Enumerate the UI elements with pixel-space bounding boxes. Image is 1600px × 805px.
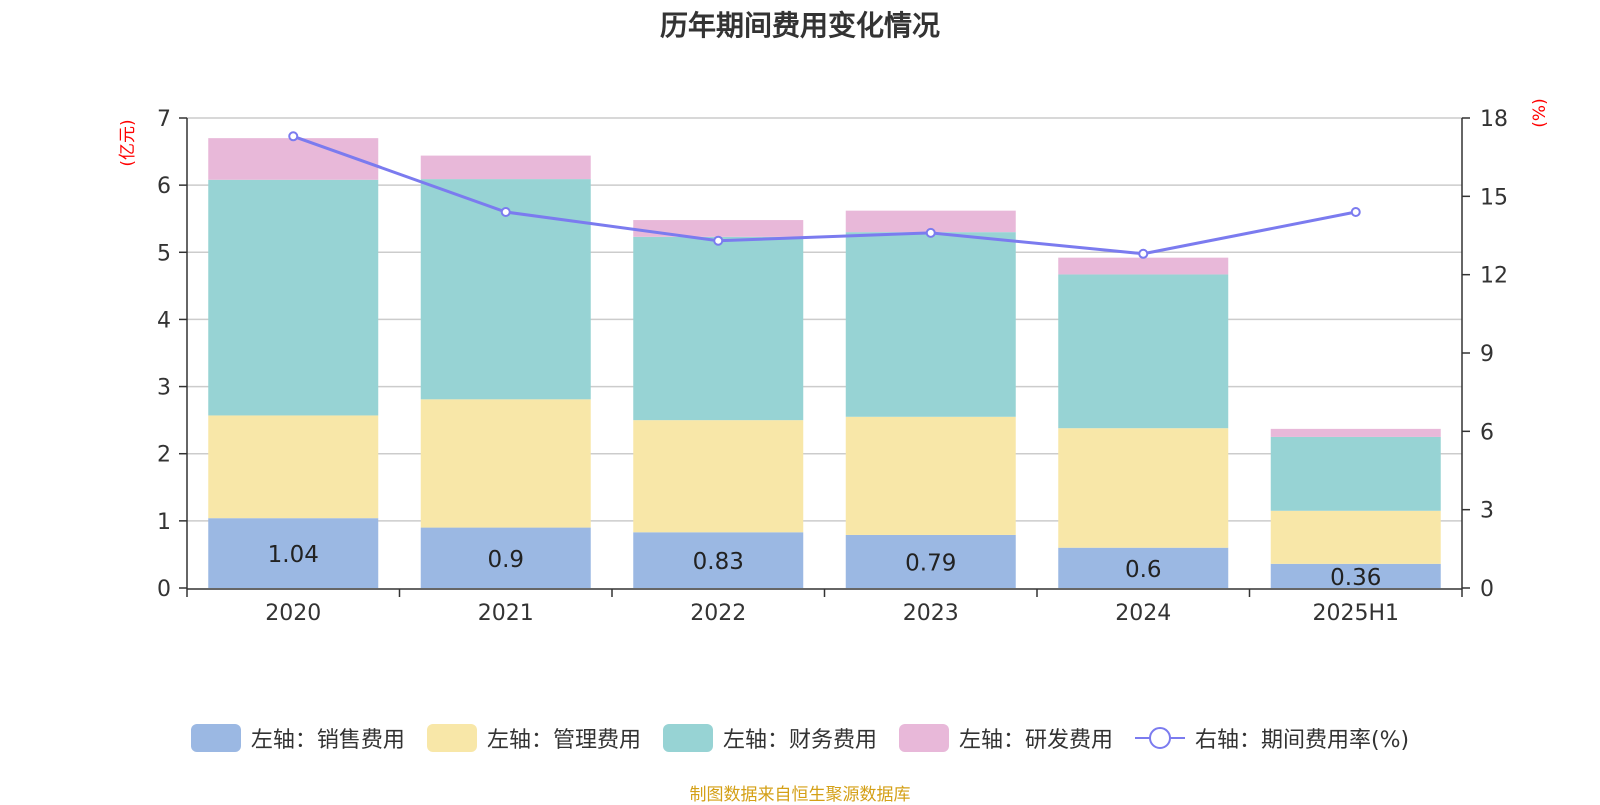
left-axis-tick-label: 0: [157, 577, 171, 602]
bar-segment-2021-0: [420, 527, 591, 588]
legend-label-finance: 左轴：财务费用: [722, 728, 877, 753]
bar-segment-2023-2: [845, 232, 1016, 417]
left-axis-tick-label: 1: [157, 510, 171, 535]
chart-title: 历年期间费用变化情况: [659, 9, 940, 42]
bar-segment-2025H1-0: [1270, 563, 1441, 588]
x-axis-tick-label: 2021: [478, 601, 534, 626]
legend-label-rate: 右轴：期间费用率(%): [1194, 728, 1410, 753]
data-labels: 1.04 0.9 0.83 0.79 0.6 0.36: [268, 542, 1382, 591]
bar-segment-2023-1: [845, 416, 1016, 535]
legend-label-rnd: 左轴：研发费用: [958, 728, 1113, 753]
legend-item-admin[interactable]: 左轴：管理费用: [426, 722, 641, 754]
legend-item-rate[interactable]: 右轴：期间费用率(%): [1134, 722, 1410, 754]
rate-line-point: [713, 235, 724, 246]
bar-data-label: 0.79: [905, 550, 956, 576]
legend-label-sales: 左轴：销售费用: [250, 728, 405, 753]
bar-data-label: 1.04: [268, 542, 319, 568]
x-axis-tick-label: 2025H1: [1312, 601, 1399, 626]
bar-segment-2022-0: [633, 532, 804, 588]
bar-segment-2025H1-3: [1270, 428, 1441, 437]
source-note: 制图数据来自恒生聚源数据库: [689, 785, 911, 805]
x-axis-tick-label: 2024: [1115, 601, 1171, 626]
rate-line-point: [1138, 248, 1149, 259]
left-axis-unit-label: (亿元): [118, 119, 138, 166]
bar-segment-2024-3: [1058, 257, 1229, 275]
legend-swatch-sales: [190, 724, 241, 752]
legend-item-sales[interactable]: 左轴：销售费用: [190, 722, 405, 754]
bar-segment-2020-2: [208, 179, 379, 416]
bar-segment-2022-1: [633, 420, 804, 533]
bar-segment-2022-3: [633, 220, 804, 237]
x-axis-tick-label: 2022: [690, 601, 746, 626]
right-axis-tick-label: 3: [1480, 499, 1494, 524]
bar-data-label: 0.6: [1125, 557, 1162, 583]
bar-segment-2021-3: [420, 155, 591, 180]
legend-label-admin: 左轴：管理费用: [486, 728, 641, 753]
bar-segment-2024-1: [1058, 428, 1229, 548]
left-axis-tick-label: 5: [157, 241, 171, 266]
right-axis-tick-label: 18: [1480, 107, 1508, 132]
legend-swatch-rnd: [898, 724, 949, 752]
bar-segment-2025H1-1: [1270, 510, 1441, 564]
bar-data-label: 0.9: [487, 547, 524, 573]
bar-segment-2020-0: [208, 518, 379, 588]
bar-segment-2023-0: [845, 534, 1016, 588]
right-axis-tick-label: 12: [1480, 264, 1508, 289]
right-axis-unit-label: (%): [1530, 98, 1550, 127]
legend-swatch-finance: [662, 724, 713, 752]
chart-canvas: 1.04 0.9 0.83 0.79 0.6 0.36 01234567036912151…: [118, 98, 1550, 626]
legend-item-finance[interactable]: 左轴：财务费用: [662, 722, 877, 754]
right-axis-tick-label: 0: [1480, 577, 1494, 602]
legend-swatch-admin: [426, 724, 477, 752]
bar-segment-2023-3: [845, 210, 1016, 233]
bar-data-label: 0.83: [693, 549, 744, 575]
bar-segment-2020-3: [208, 138, 379, 180]
bar-segment-2024-0: [1058, 547, 1229, 588]
bar-data-label: 0.36: [1330, 565, 1381, 591]
left-axis-tick-label: 2: [157, 443, 171, 468]
rate-line-point: [925, 227, 936, 238]
rate-line: [288, 131, 1361, 259]
left-axis-tick-label: 3: [157, 376, 171, 401]
rate-line-point: [288, 131, 299, 142]
legend-line-icon: [1134, 727, 1185, 749]
right-axis-tick-label: 9: [1480, 342, 1494, 367]
bar-segment-2022-2: [633, 236, 804, 421]
left-axis-tick-label: 7: [157, 107, 171, 132]
left-axis-tick-label: 4: [157, 308, 171, 333]
rate-line-point: [500, 207, 511, 217]
rate-line-path: [292, 134, 1357, 256]
grid-lines: [187, 117, 1462, 522]
right-axis-tick-label: 6: [1480, 420, 1494, 445]
bar-segment-2024-2: [1058, 274, 1229, 429]
right-axis-tick-label: 15: [1480, 185, 1508, 210]
bar-segment-2025H1-2: [1270, 436, 1441, 511]
bar-segment-2021-1: [420, 399, 591, 528]
bars: [208, 138, 1441, 588]
x-axis-tick-label: 2023: [903, 601, 959, 626]
x-axis-tick-label: 2020: [265, 601, 321, 626]
legend: 左轴：销售费用 左轴：管理费用 左轴：财务费用 左轴：研发费用 右轴：期间费用率…: [0, 718, 1600, 758]
legend-item-rnd[interactable]: 左轴：研发费用: [898, 722, 1113, 754]
bar-segment-2020-1: [208, 415, 379, 519]
rate-line-point: [1350, 207, 1361, 217]
left-axis-tick-label: 6: [157, 174, 171, 199]
